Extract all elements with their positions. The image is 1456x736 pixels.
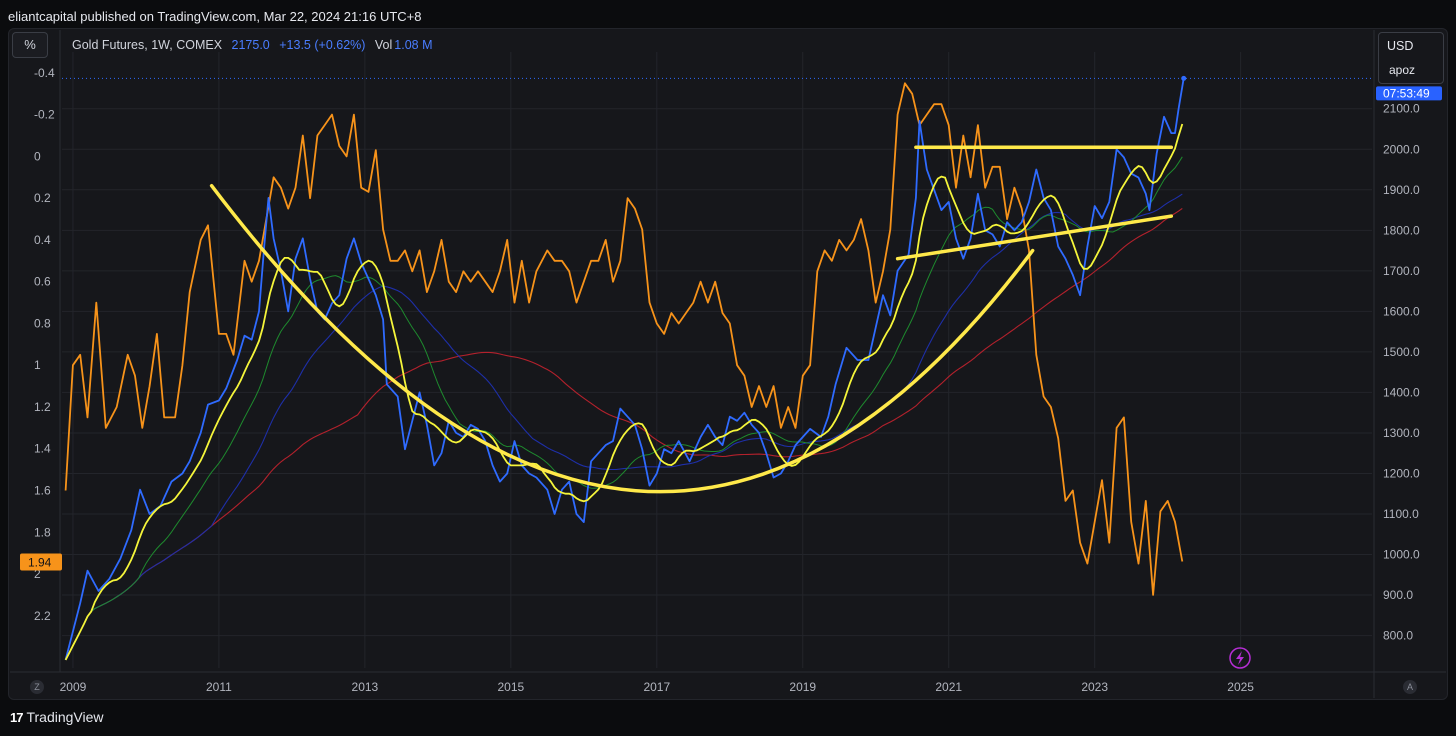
x-axis-tick: 2017 bbox=[643, 680, 670, 694]
x-axis-tick: 2015 bbox=[497, 680, 524, 694]
left-axis-tick: 2.2 bbox=[34, 609, 51, 623]
left-axis-tick: 1.2 bbox=[34, 400, 51, 414]
ma-200-line-red bbox=[65, 207, 1183, 661]
right-axis-tick: 1300.0 bbox=[1383, 426, 1420, 440]
footer-brand: 17 TradingView bbox=[10, 709, 104, 725]
left-axis-tick: 0 bbox=[34, 149, 41, 163]
currency-label[interactable]: USD bbox=[1387, 39, 1414, 53]
brand-name: TradingView bbox=[26, 709, 104, 725]
grid-lines bbox=[62, 52, 1372, 668]
right-axis-tick: 900.0 bbox=[1383, 588, 1413, 602]
x-axis-tick: 2023 bbox=[1081, 680, 1108, 694]
tradingview-logo-icon: 17 bbox=[10, 709, 24, 725]
chart-legend: Gold Futures, 1W, COMEX 2175.0 +13.5 (+0… bbox=[72, 38, 433, 52]
left-axis-tick: 0.8 bbox=[34, 316, 51, 330]
percent-scale-button[interactable]: % bbox=[12, 32, 48, 58]
lightning-icon bbox=[1229, 647, 1251, 669]
left-axis-tick: 1.4 bbox=[34, 442, 51, 456]
last-price-label-bg bbox=[1376, 86, 1442, 101]
scale-label: apoz bbox=[1389, 63, 1416, 77]
x-axis-tick: 2019 bbox=[789, 680, 816, 694]
rising-trendline bbox=[895, 214, 1174, 261]
ma-100-line-navy bbox=[65, 193, 1183, 661]
right-axis-tick: 1600.0 bbox=[1383, 304, 1420, 318]
cup-curve bbox=[209, 183, 1035, 494]
right-axis-tick: 1500.0 bbox=[1383, 345, 1420, 359]
right-axis-tick: 800.0 bbox=[1383, 629, 1413, 643]
right-axis-tick: 2100.0 bbox=[1383, 102, 1420, 116]
ma-20-line-yellow bbox=[64, 123, 1184, 661]
x-axis-tick: 2013 bbox=[352, 680, 379, 694]
left-axis-tick: 0.6 bbox=[34, 275, 51, 289]
right-axis-tick: 1800.0 bbox=[1383, 223, 1420, 237]
right-axis-tick: 2000.0 bbox=[1383, 142, 1420, 156]
currency-box[interactable]: USD apoz bbox=[1378, 32, 1444, 84]
price-line-blue bbox=[64, 78, 1185, 661]
x-axis-tick: 2009 bbox=[60, 680, 87, 694]
left-axis-tick: -0.2 bbox=[34, 108, 55, 122]
volume-value: 1.08 M bbox=[394, 38, 433, 52]
x-axis-tick: 2011 bbox=[206, 680, 232, 694]
auto-scale-button[interactable]: A bbox=[1403, 680, 1417, 694]
x-axis-tick: 2021 bbox=[935, 680, 962, 694]
left-axis-tick: 1 bbox=[34, 358, 41, 372]
timezone-button[interactable]: Z bbox=[30, 680, 44, 694]
right-axis-tick: 1200.0 bbox=[1383, 466, 1420, 480]
oscillator-line-orange bbox=[64, 82, 1184, 596]
symbol-title[interactable]: Gold Futures, 1W, COMEX bbox=[72, 38, 223, 52]
left-axis-tick: -0.4 bbox=[34, 66, 55, 80]
oscillator-value-label: 1.94 bbox=[28, 556, 52, 570]
oscillator-value-label-bg bbox=[20, 553, 62, 571]
lightning-bolt-icon bbox=[1236, 651, 1244, 665]
right-axis-tick: 1400.0 bbox=[1383, 385, 1420, 399]
right-axis-tick: 1000.0 bbox=[1383, 548, 1420, 562]
published-header: eliantcapital published on TradingView.c… bbox=[8, 9, 422, 24]
ma-50-line-green bbox=[65, 156, 1183, 661]
right-axis-tick: 1100.0 bbox=[1383, 507, 1419, 521]
last-price: 2175.0 bbox=[231, 38, 270, 52]
right-axis-tick: 1700.0 bbox=[1383, 264, 1420, 278]
volume-label: Vol bbox=[374, 38, 393, 52]
right-axis-tick: 1900.0 bbox=[1383, 183, 1420, 197]
x-axis-tick: 2025 bbox=[1227, 680, 1254, 694]
left-axis-tick: 1.6 bbox=[34, 484, 51, 498]
price-change: +13.5 (+0.62%) bbox=[279, 38, 366, 52]
left-axis-tick: 2 bbox=[34, 567, 41, 581]
left-axis-tick: 0.4 bbox=[34, 233, 51, 247]
last-price-marker bbox=[1181, 75, 1187, 81]
left-axis-tick: 0.2 bbox=[34, 191, 51, 205]
left-axis-tick: 1.8 bbox=[34, 525, 51, 539]
last-price-countdown: 07:53:49 bbox=[1383, 86, 1430, 100]
